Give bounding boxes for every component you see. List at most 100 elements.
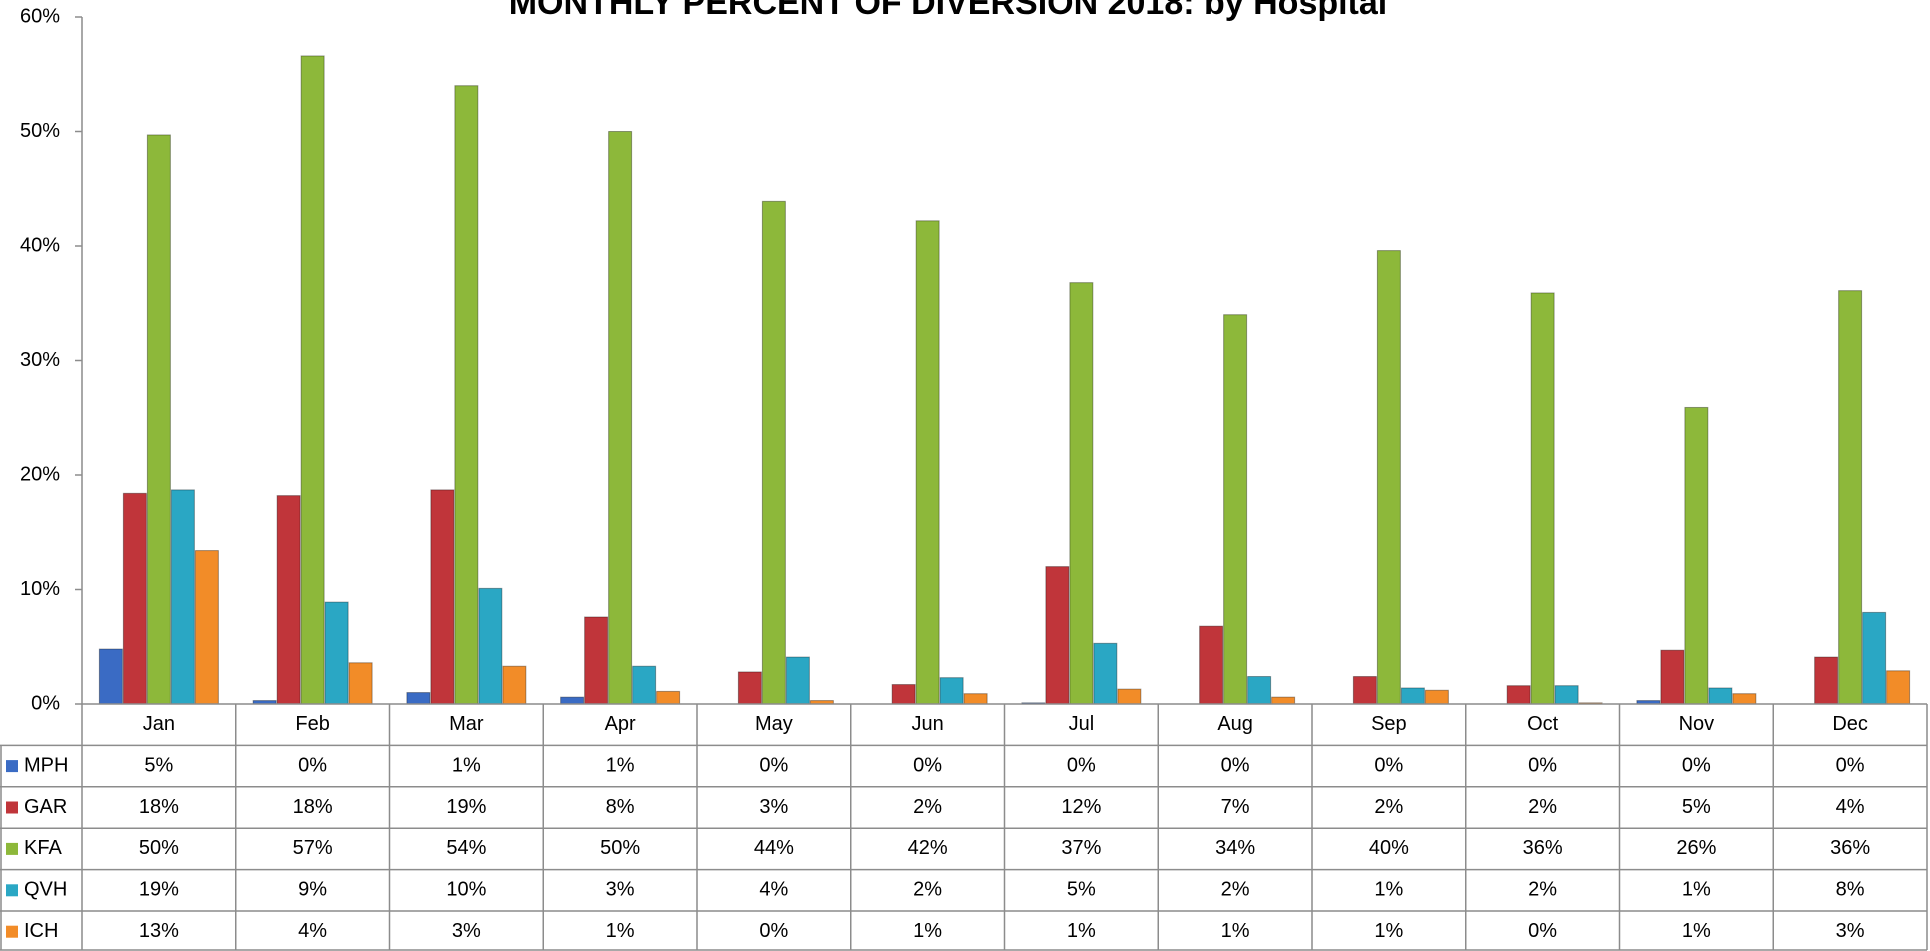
bar <box>1838 290 1863 705</box>
table-cell: 9% <box>298 879 327 901</box>
x-tick-label: Oct <box>1527 713 1559 735</box>
y-tick-label: 30% <box>20 349 60 371</box>
bar <box>502 665 527 705</box>
table-cell: 40% <box>1369 837 1409 859</box>
bar <box>122 492 147 705</box>
bar <box>1400 687 1425 705</box>
x-tick-label: Jun <box>912 713 944 735</box>
legend-key <box>6 760 18 773</box>
table-cell: 1% <box>1374 920 1403 942</box>
bar <box>1732 693 1757 705</box>
y-tick-label: 50% <box>20 120 60 142</box>
table-cell: 1% <box>1682 879 1711 901</box>
legend-label: QVH <box>24 879 67 901</box>
bar <box>1045 566 1070 705</box>
table-cell: 19% <box>139 879 179 901</box>
table-cell: 2% <box>1374 796 1403 818</box>
table-cell: 7% <box>1221 796 1250 818</box>
table-cell: 8% <box>1836 879 1865 901</box>
table-cell: 50% <box>600 837 640 859</box>
table-cell: 36% <box>1830 837 1870 859</box>
table-cell: 2% <box>1528 879 1557 901</box>
bar <box>1069 282 1094 705</box>
bar <box>1554 685 1579 705</box>
table-cell: 3% <box>606 879 635 901</box>
bar <box>1886 670 1911 705</box>
table-cell: 0% <box>1374 754 1403 776</box>
x-tick-label: Sep <box>1371 713 1407 735</box>
table-cell: 3% <box>759 796 788 818</box>
bar <box>300 55 325 705</box>
table-cell: 0% <box>1682 754 1711 776</box>
table-cell: 0% <box>759 920 788 942</box>
bar <box>785 656 810 705</box>
table-cell: 37% <box>1061 837 1101 859</box>
chart-title: MONTHLY PERCENT OF DIVERSION 2018: by Ho… <box>509 0 1388 22</box>
table-cell: 1% <box>606 754 635 776</box>
table-cell: 2% <box>913 879 942 901</box>
table-cell: 0% <box>1221 754 1250 776</box>
bar <box>761 200 786 705</box>
table-cell: 5% <box>1067 879 1096 901</box>
legend-key <box>6 884 18 897</box>
table-cell: 34% <box>1215 837 1255 859</box>
x-tick-label: Dec <box>1832 713 1868 735</box>
x-tick-label: Mar <box>449 713 484 735</box>
bar <box>963 693 988 705</box>
table-cell: 2% <box>913 796 942 818</box>
table-cell: 3% <box>452 920 481 942</box>
table-cell: 3% <box>1836 920 1865 942</box>
table-cell: 0% <box>913 754 942 776</box>
table-cell: 0% <box>1836 754 1865 776</box>
table-cell: 18% <box>139 796 179 818</box>
table-cell: 0% <box>759 754 788 776</box>
table-cell: 18% <box>293 796 333 818</box>
legend-label: KFA <box>24 837 62 859</box>
bar <box>915 220 940 705</box>
table-cell: 44% <box>754 837 794 859</box>
table-cell: 1% <box>1682 920 1711 942</box>
bar <box>737 671 762 705</box>
table-cell: 2% <box>1528 796 1557 818</box>
table-cell: 10% <box>446 879 486 901</box>
bar <box>1708 687 1733 705</box>
x-tick-label: Jul <box>1069 713 1095 735</box>
table-cell: 12% <box>1061 796 1101 818</box>
legend-key <box>6 842 18 855</box>
bar <box>430 489 455 705</box>
bar <box>1271 696 1296 705</box>
bar <box>276 495 301 705</box>
bar <box>560 696 585 705</box>
bar <box>478 587 503 705</box>
bar <box>1376 250 1401 705</box>
table-cell: 0% <box>298 754 327 776</box>
table-cell: 0% <box>1528 920 1557 942</box>
table-cell: 4% <box>759 879 788 901</box>
table-cell: 2% <box>1221 879 1250 901</box>
table-cell: 8% <box>606 796 635 818</box>
bar <box>1223 314 1248 705</box>
table-cell: 0% <box>1067 754 1096 776</box>
legend-label: ICH <box>24 920 58 942</box>
bar <box>1684 406 1709 705</box>
bar <box>454 85 479 705</box>
bar <box>939 677 964 705</box>
table-cell: 4% <box>1836 796 1865 818</box>
bar <box>1506 685 1531 705</box>
bar <box>348 662 373 705</box>
legend-label: MPH <box>24 754 68 776</box>
bar <box>632 665 657 705</box>
table-cell: 5% <box>1682 796 1711 818</box>
bar <box>1093 642 1118 705</box>
table-cell: 13% <box>139 920 179 942</box>
y-tick-label: 60% <box>20 5 60 27</box>
x-tick-label: May <box>755 713 793 735</box>
table-cell: 26% <box>1676 837 1716 859</box>
y-tick-label: 0% <box>31 692 60 714</box>
bar <box>891 684 916 705</box>
bar <box>146 134 171 705</box>
table-cell: 50% <box>139 837 179 859</box>
bar <box>1199 625 1224 705</box>
bar <box>1814 656 1839 705</box>
